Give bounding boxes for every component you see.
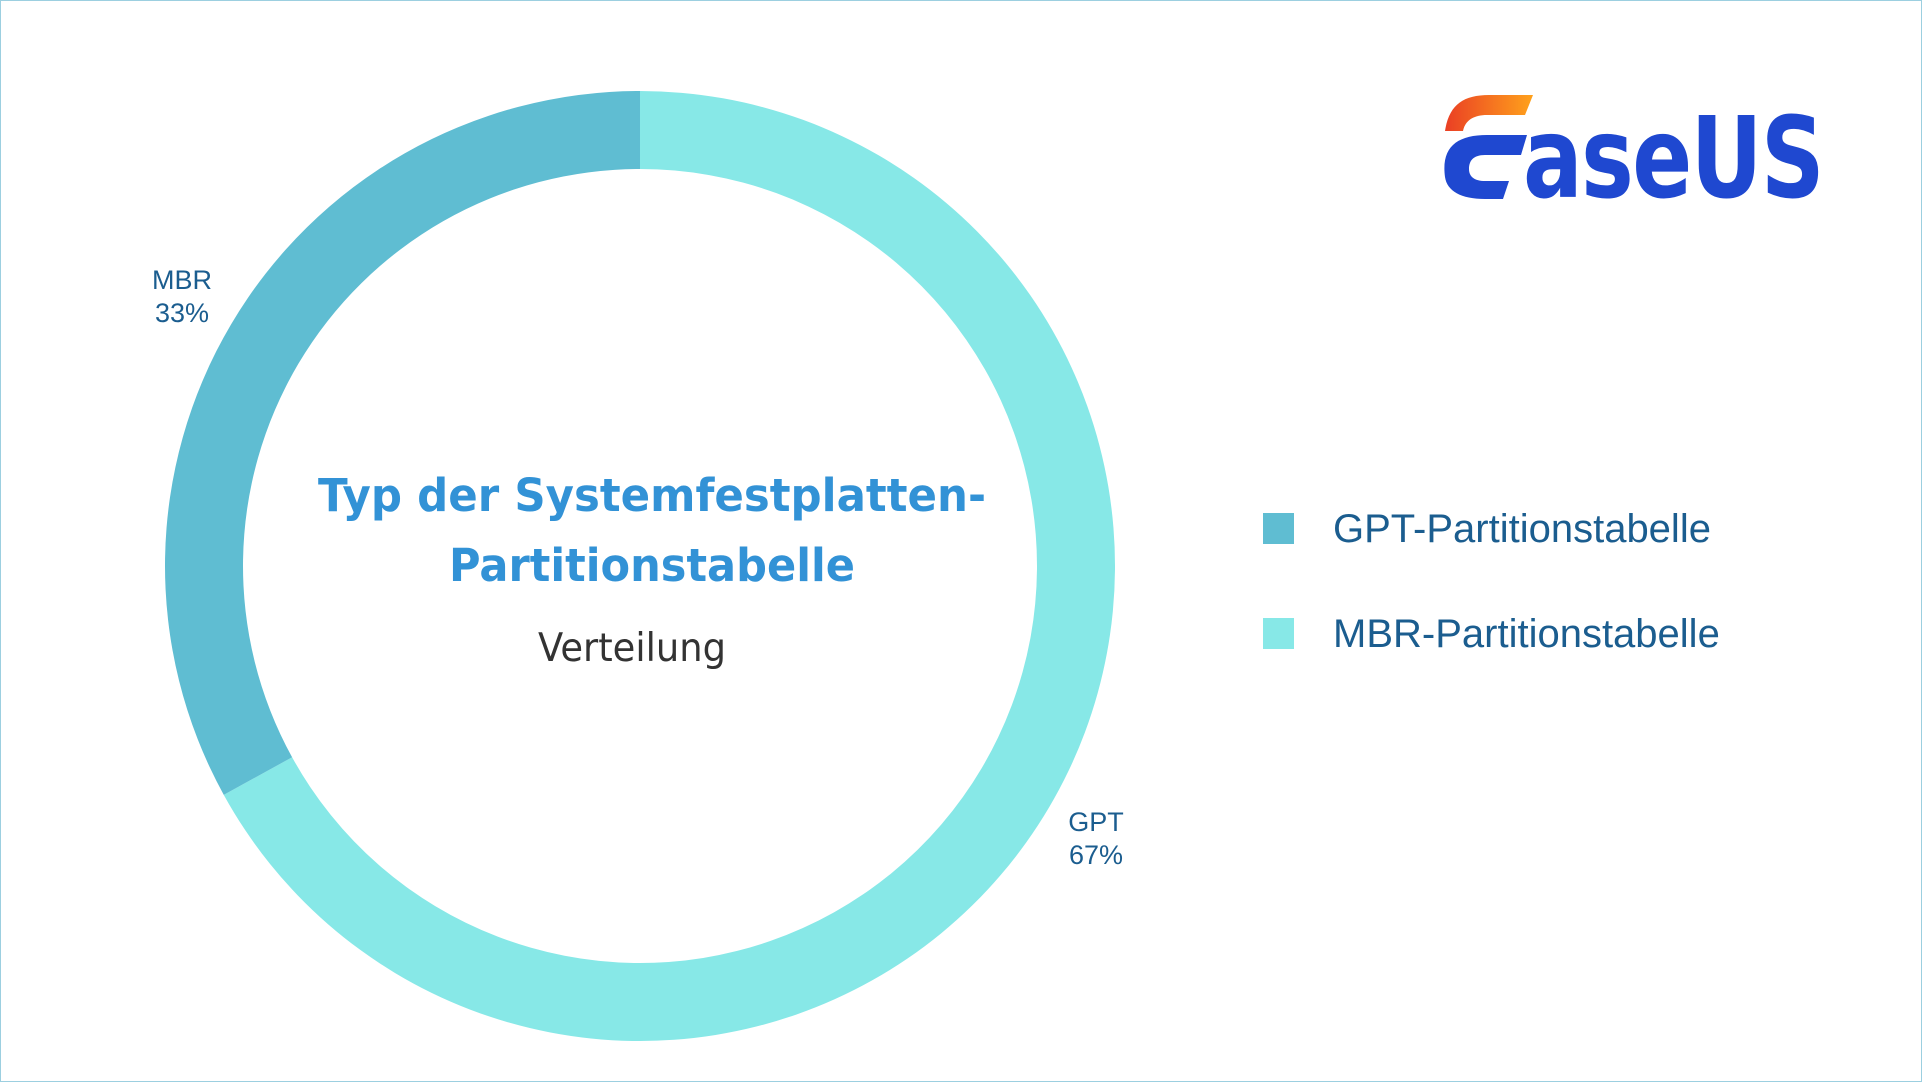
legend-label-mbr: MBR-Partitionstabelle	[1333, 612, 1720, 656]
slice-label-gpt-name: GPT	[1068, 807, 1124, 837]
easeus-logo: aseUS	[1444, 94, 1825, 211]
donut-slice-mbr	[165, 91, 641, 795]
legend-label-gpt: GPT-Partitionstabelle	[1333, 507, 1711, 551]
chart-title-line-2: Partitionstabelle	[449, 539, 855, 592]
slice-label-mbr-value: 33%	[155, 298, 209, 328]
chart-subtitle: Verteilung	[538, 626, 726, 671]
slice-label-gpt-value: 67%	[1069, 840, 1123, 870]
legend-swatch-mbr	[1263, 618, 1294, 649]
chart-title-line-1: Typ der Systemfestplatten-	[318, 469, 986, 522]
legend-swatch-gpt	[1263, 513, 1294, 544]
slice-label-mbr-name: MBR	[152, 265, 212, 295]
donut-slices	[165, 91, 1115, 1041]
logo-text: aseUS	[1523, 94, 1823, 211]
logo-e-body	[1444, 135, 1527, 199]
logo-e-swoosh	[1445, 95, 1533, 131]
